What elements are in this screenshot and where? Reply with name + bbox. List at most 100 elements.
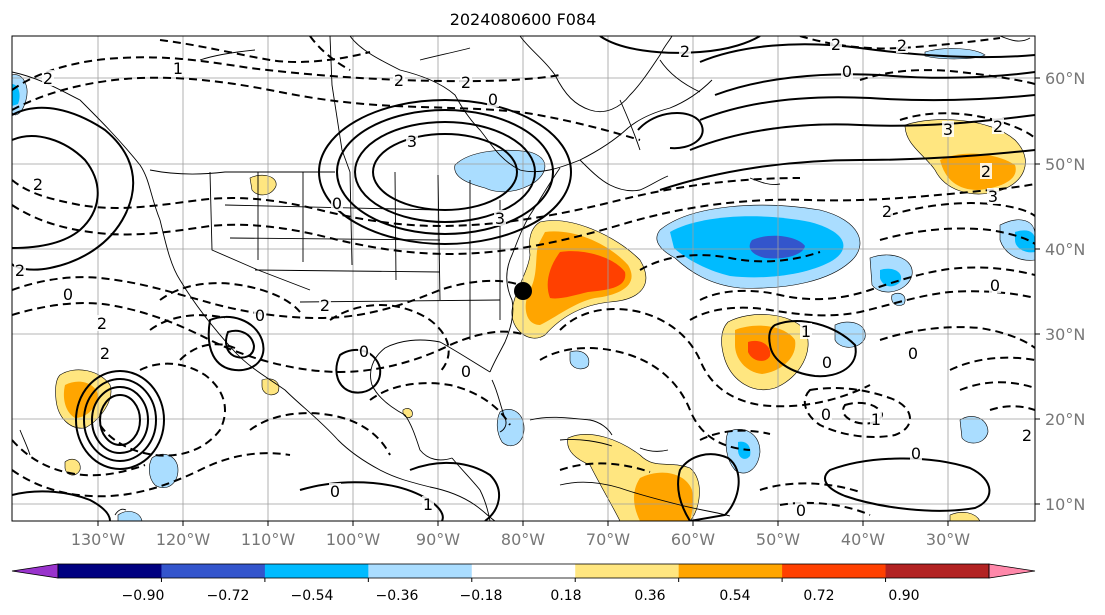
contour-label-bg: [870, 411, 882, 427]
colorbar-tick-label: −0.18: [460, 588, 503, 604]
lon-label: 110°W: [241, 530, 296, 549]
colorbar-swatch: [161, 564, 266, 578]
contour-label: 0: [488, 90, 498, 109]
contour-label-bg: [907, 345, 919, 361]
colorbar-swatch: [678, 564, 783, 578]
contour-label-bg: [329, 483, 341, 499]
contour-label: 0: [822, 353, 832, 372]
shade-red-central-atl: [748, 340, 771, 361]
lon-label: 40°W: [841, 530, 885, 549]
lon-label: 120°W: [156, 530, 211, 549]
lon-label: 50°W: [756, 530, 800, 549]
contour-label-bg: [830, 36, 842, 52]
shade-orange-east-pacific: [63, 381, 98, 418]
shade-yellow-sw: [949, 512, 981, 521]
colorbar-tick-label: −0.54: [291, 588, 334, 604]
lon-label: 100°W: [326, 530, 381, 549]
contour-label-bg: [910, 445, 922, 461]
contour-label-bg: [331, 195, 343, 211]
colorbar-swatch: [264, 564, 369, 578]
contour-label-bg: [96, 315, 108, 331]
colorbar-swatch: [575, 564, 680, 578]
contour-label-bg: [406, 133, 418, 149]
contour-label: 0: [911, 444, 921, 463]
map-title: 2024080600 F084: [450, 10, 597, 29]
colorbar: [11, 563, 1036, 582]
contour-label-bg: [820, 406, 832, 422]
shade-orange-caribbean: [634, 472, 693, 521]
contour-label: 3: [988, 187, 998, 206]
contour-label: 2: [993, 117, 1003, 136]
contour-label: 0: [796, 501, 806, 520]
shade-yellow-mexico: [261, 378, 280, 396]
contour-label: 1: [871, 410, 881, 429]
contour-label: 1: [423, 495, 433, 514]
contour-label-bg: [987, 188, 999, 204]
contour-label: 1: [173, 59, 183, 78]
shade-blue-central-atl: [834, 321, 866, 348]
shaded-anomaly-layer: [12, 48, 1035, 521]
contour-label-bg: [460, 363, 472, 379]
contour-label: 0: [842, 62, 852, 81]
contour-label-bg: [896, 37, 908, 53]
contour-label: 0: [821, 405, 831, 424]
shade-blue-small-atl: [891, 292, 906, 306]
colorbar-tick-label: 0.18: [550, 588, 581, 604]
lat-label: 50°N: [1045, 155, 1085, 174]
contour-label-bg: [679, 43, 691, 59]
contour-label-bg: [487, 91, 499, 107]
shade-blue-bahamas: [569, 350, 590, 370]
shade-blue-canada: [454, 149, 546, 193]
lat-label: 10°N: [1045, 495, 1085, 514]
contour-label-bg: [14, 262, 26, 278]
contour-label: 2: [394, 71, 404, 90]
contour-label: 2: [1022, 426, 1032, 445]
contour-label-bg: [358, 343, 370, 359]
contour-label-bg: [795, 502, 807, 518]
shade-orange-ne-atl: [940, 153, 1016, 190]
contour-label: 2: [100, 344, 110, 363]
contour-label: 2: [680, 42, 690, 61]
contour-label-bg: [980, 163, 992, 179]
colorbar-swatch: [782, 564, 887, 578]
tick-marks: [97, 77, 1040, 526]
shade-yellow-bc: [249, 174, 277, 196]
contour-label-bg: [1021, 427, 1033, 443]
colorbar-labels: −0.90 −0.72 −0.54 −0.36 −0.18 0.18 0.36 …: [122, 588, 920, 604]
colorbar-arrow-low: [11, 563, 59, 579]
contour-label: 2: [461, 73, 471, 92]
lon-label: 80°W: [501, 530, 545, 549]
contour-label-bg: [821, 354, 833, 370]
latitude-labels: 60°N 50°N 40°N 30°N 20°N 10°N: [1045, 69, 1085, 514]
contour-label-bg: [254, 307, 266, 323]
colorbar-swatch: [885, 564, 990, 578]
colorbar-tick-label: 0.36: [634, 588, 665, 604]
lat-label: 30°N: [1045, 325, 1085, 344]
shade-blue-gulf: [496, 409, 525, 446]
colorbar-tick-label: −0.36: [376, 588, 419, 604]
contour-label-bg: [32, 176, 44, 192]
contour-label: 0: [359, 342, 369, 361]
colorbar-arrow-high: [988, 563, 1036, 579]
lon-label: 70°W: [586, 530, 630, 549]
lon-label: 90°W: [416, 530, 460, 549]
contour-label-bg: [992, 118, 1004, 134]
contour-label-bg: [319, 297, 331, 313]
colorbar-frame: [57, 563, 990, 579]
shade-yellow-gulf-small: [402, 408, 413, 418]
contour-label: 0: [908, 344, 918, 363]
colorbar-swatch: [58, 564, 162, 578]
contour-label: 3: [495, 209, 505, 228]
contour-label: 0: [63, 285, 73, 304]
lon-label: 130°W: [71, 530, 126, 549]
shade-dblue-atlantic: [749, 235, 805, 259]
contour-label: 0: [330, 482, 340, 501]
colorbar-tick-label: −0.72: [207, 588, 250, 604]
shade-blue-sw: [117, 511, 143, 521]
lon-label: 60°W: [671, 530, 715, 549]
lat-label: 60°N: [1045, 69, 1085, 88]
shade-red-east-coast: [547, 251, 626, 299]
contour-label-bg: [393, 72, 405, 88]
